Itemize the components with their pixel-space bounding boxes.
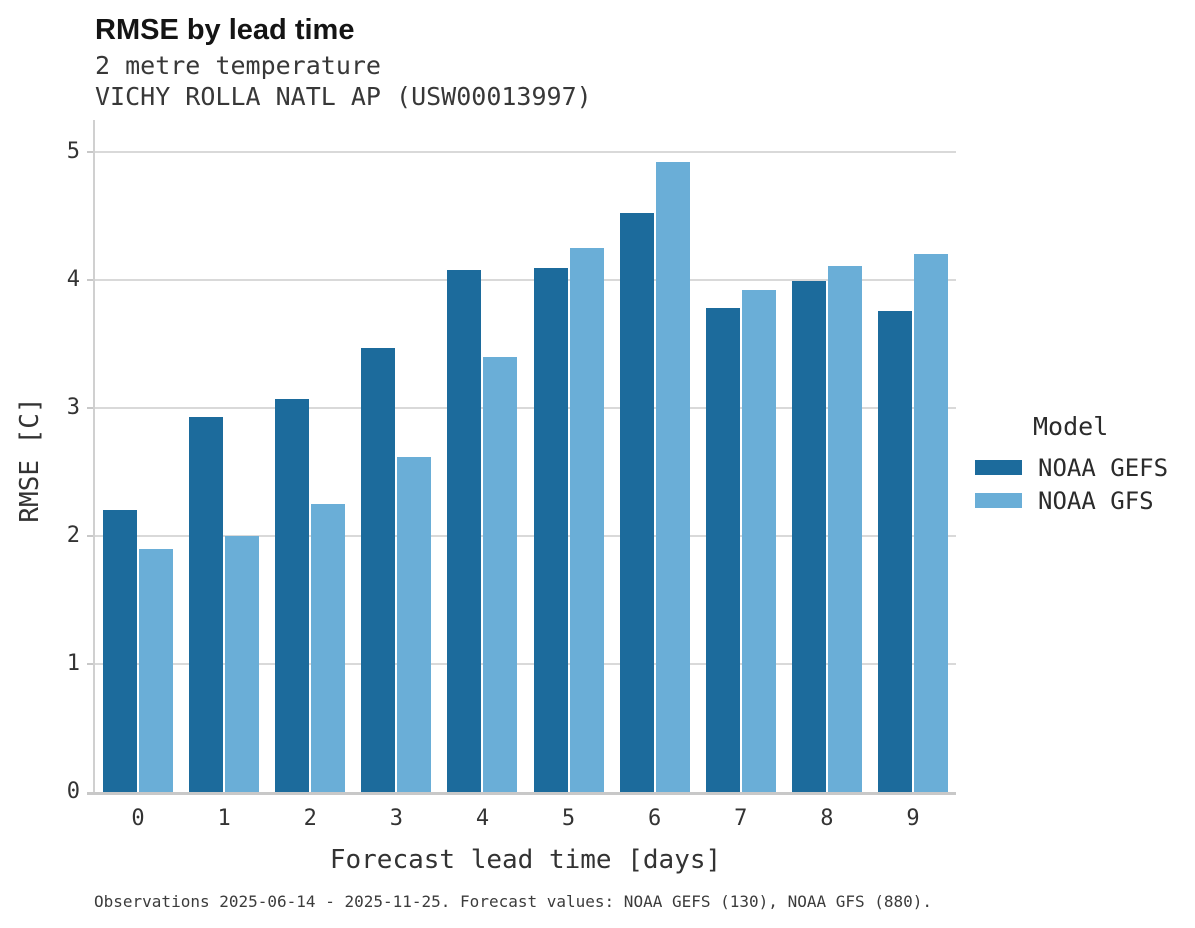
x-tick-label-3: 3 [389, 806, 403, 831]
bar-noaa-gfs-lead-1 [225, 536, 260, 792]
bar-noaa-gfs-lead-8 [827, 265, 862, 792]
legend-entry-noaa-gfs: NOAA GFS [975, 484, 1168, 517]
y-tick-mark-5 [87, 151, 93, 153]
legend-entry-noaa-gefs: NOAA GEFS [975, 451, 1168, 484]
y-tick-mark-1 [87, 663, 93, 665]
x-tick-label-1: 1 [217, 806, 231, 831]
chart-title: RMSE by lead time [95, 14, 355, 46]
plot-area [87, 120, 956, 795]
y-tick-mark-2 [87, 535, 93, 537]
gridline-y-5 [95, 151, 956, 153]
y-tick-label-2: 2 [66, 523, 80, 548]
chart-subtitle: 2 metre temperature VICHY ROLLA NATL AP … [95, 50, 592, 112]
x-tick-label-8: 8 [820, 806, 834, 831]
x-axis-title: Forecast lead time [days] [329, 845, 722, 875]
bar-noaa-gefs-lead-1 [189, 416, 224, 792]
bar-noaa-gefs-lead-4 [447, 269, 482, 792]
y-tick-mark-4 [87, 279, 93, 281]
bar-noaa-gefs-lead-7 [705, 308, 740, 792]
y-tick-label-0: 0 [66, 779, 80, 804]
gridline-y-2 [95, 535, 956, 537]
bar-noaa-gefs-lead-5 [533, 268, 568, 792]
y-tick-label-3: 3 [66, 395, 80, 420]
bar-noaa-gfs-lead-3 [397, 456, 432, 792]
x-tick-label-2: 2 [303, 806, 317, 831]
y-tick-label-5: 5 [66, 139, 80, 164]
y-axis-spine [93, 120, 95, 795]
bar-noaa-gefs-lead-8 [791, 281, 826, 792]
legend-entry-label: NOAA GEFS [1038, 453, 1169, 482]
bar-noaa-gfs-lead-0 [139, 548, 174, 792]
bar-noaa-gfs-lead-2 [311, 504, 346, 792]
legend-entries: NOAA GEFS NOAA GFS [975, 451, 1168, 517]
legend-title: Model [1033, 412, 1109, 441]
x-tick-label-4: 4 [475, 806, 490, 831]
bar-noaa-gefs-lead-2 [275, 399, 310, 792]
x-tick-label-6: 6 [648, 806, 662, 831]
x-tick-label-0: 0 [131, 806, 145, 831]
subtitle-variable: 2 metre temperature [95, 51, 381, 80]
bar-noaa-gefs-lead-0 [103, 510, 138, 792]
bar-noaa-gefs-lead-9 [877, 310, 912, 792]
bar-noaa-gfs-lead-5 [569, 248, 604, 792]
bar-noaa-gfs-lead-6 [655, 162, 690, 792]
bar-noaa-gefs-lead-6 [619, 213, 654, 792]
x-tick-label-9: 9 [906, 806, 920, 831]
legend: Model NOAA GEFS NOAA GFS [975, 412, 1168, 517]
y-tick-mark-3 [87, 407, 93, 409]
subtitle-station: VICHY ROLLA NATL AP (USW00013997) [95, 82, 592, 111]
y-tick-label-1: 1 [66, 651, 80, 676]
bar-noaa-gfs-lead-7 [741, 290, 776, 792]
x-axis-line [87, 792, 956, 795]
legend-entry-label: NOAA GFS [1038, 486, 1154, 515]
legend-swatch-icon [975, 460, 1022, 475]
x-tick-label-5: 5 [561, 806, 576, 831]
gridline-y-3 [95, 407, 956, 409]
legend-swatch-icon [975, 493, 1022, 508]
bar-noaa-gefs-lead-3 [361, 347, 396, 792]
x-tick-label-7: 7 [734, 806, 748, 831]
bar-noaa-gfs-lead-4 [483, 356, 518, 792]
caption-text: Observations 2025-06-14 - 2025-11-25. Fo… [94, 892, 933, 911]
gridline-y-1 [95, 663, 956, 665]
y-tick-label-4: 4 [66, 267, 80, 292]
bar-noaa-gfs-lead-9 [913, 254, 948, 792]
gridline-y-4 [95, 279, 956, 281]
